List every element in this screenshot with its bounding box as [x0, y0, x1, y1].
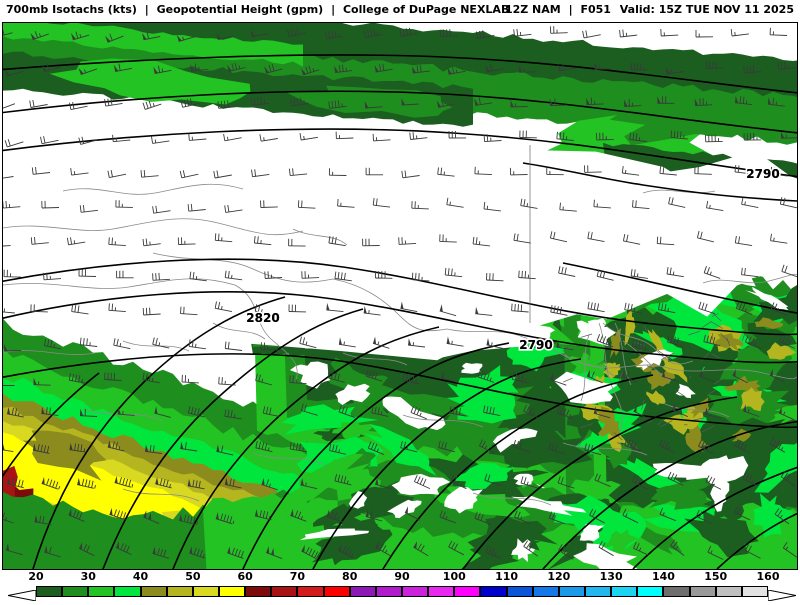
- colorbar-segment-95: [428, 586, 454, 597]
- header-source: College of DuPage NEXLAB: [343, 3, 509, 16]
- header-separator-1: |: [141, 3, 153, 16]
- colorbar-segment-25: [62, 586, 88, 597]
- colorbar-segment-120: [559, 586, 585, 597]
- colorbar-tick-110: 110: [495, 570, 518, 583]
- contour-label-2820-1: 2820: [246, 311, 279, 325]
- colorbar-segment-75: [324, 586, 350, 597]
- colorbar-overflow-arrow: [768, 586, 796, 597]
- colorbar-tick-70: 70: [290, 570, 305, 583]
- colorbar-segment-80: [350, 586, 376, 597]
- colorbar-tick-140: 140: [652, 570, 675, 583]
- colorbar-segment-45: [167, 586, 193, 597]
- colorbar-segment-35: [114, 586, 140, 597]
- colorbar-tick-160: 160: [757, 570, 780, 583]
- colorbar-segment-150: [716, 586, 742, 597]
- colorbar-tick-130: 130: [600, 570, 623, 583]
- colorbar-tick-30: 30: [81, 570, 96, 583]
- colorbar: 20 30 40 50 60 70 80 90 100 110 120 130 140 150 160: [0, 570, 800, 600]
- colorbar-tick-labels: 20 30 40 50 60 70 80 90 100 110 120 130 140 150 160: [0, 570, 800, 585]
- colorbar-segment-140: [663, 586, 689, 597]
- contour-label-2790-0: 2790: [746, 167, 779, 181]
- colorbar-segment-30: [88, 586, 114, 597]
- colorbar-tick-50: 50: [185, 570, 200, 583]
- colorbar-segment-145: [690, 586, 716, 597]
- colorbar-segment-105: [480, 586, 506, 597]
- colorbar-segment-70: [297, 586, 323, 597]
- forecast-hour-label: F051: [580, 3, 610, 16]
- colorbar-tick-80: 80: [342, 570, 357, 583]
- colorbar-tick-120: 120: [547, 570, 570, 583]
- valid-time-label: Valid: 15Z TUE NOV 11 2025: [615, 3, 794, 16]
- model-run-label: 12Z NAM: [505, 3, 561, 16]
- colorbar-tick-20: 20: [28, 570, 43, 583]
- contour-label-2790-2: 2790: [519, 338, 552, 352]
- colorbar-segment-100: [454, 586, 480, 597]
- colorbar-tick-100: 100: [443, 570, 466, 583]
- colorbar-segment-60: [245, 586, 271, 597]
- header-separator-3: |: [565, 3, 577, 16]
- colorbar-tick-60: 60: [237, 570, 252, 583]
- colorbar-strip: [0, 585, 800, 599]
- colorbar-segment-65: [271, 586, 297, 597]
- header-separator-2: |: [327, 3, 339, 16]
- colorbar-segment-55: [219, 586, 245, 597]
- colorbar-segment-135: [637, 586, 663, 597]
- header-title-variable: Geopotential Height (gpm): [157, 3, 324, 16]
- header-bar: 700mb Isotachs (kts) | Geopotential Heig…: [0, 0, 800, 22]
- colorbar-segment-40: [141, 586, 167, 597]
- colorbar-segment-155: [742, 586, 768, 597]
- colorbar-segment-20: [36, 586, 62, 597]
- colorbar-segment-110: [507, 586, 533, 597]
- header-model-info: 12Z NAM | F051 Valid: 15Z TUE NOV 11 202…: [505, 3, 794, 16]
- colorbar-segment-90: [402, 586, 428, 597]
- colorbar-tick-150: 150: [704, 570, 727, 583]
- colorbar-underflow-arrow: [8, 586, 36, 597]
- colorbar-segment-130: [611, 586, 637, 597]
- colorbar-tick-40: 40: [133, 570, 148, 583]
- colorbar-segment-50: [193, 586, 219, 597]
- header-title: 700mb Isotachs (kts) | Geopotential Heig…: [6, 3, 509, 16]
- colorbar-segment-125: [585, 586, 611, 597]
- colorbar-segment-85: [376, 586, 402, 597]
- colorbar-segment-115: [533, 586, 559, 597]
- colorbar-tick-90: 90: [394, 570, 409, 583]
- header-title-field: 700mb Isotachs (kts): [6, 3, 137, 16]
